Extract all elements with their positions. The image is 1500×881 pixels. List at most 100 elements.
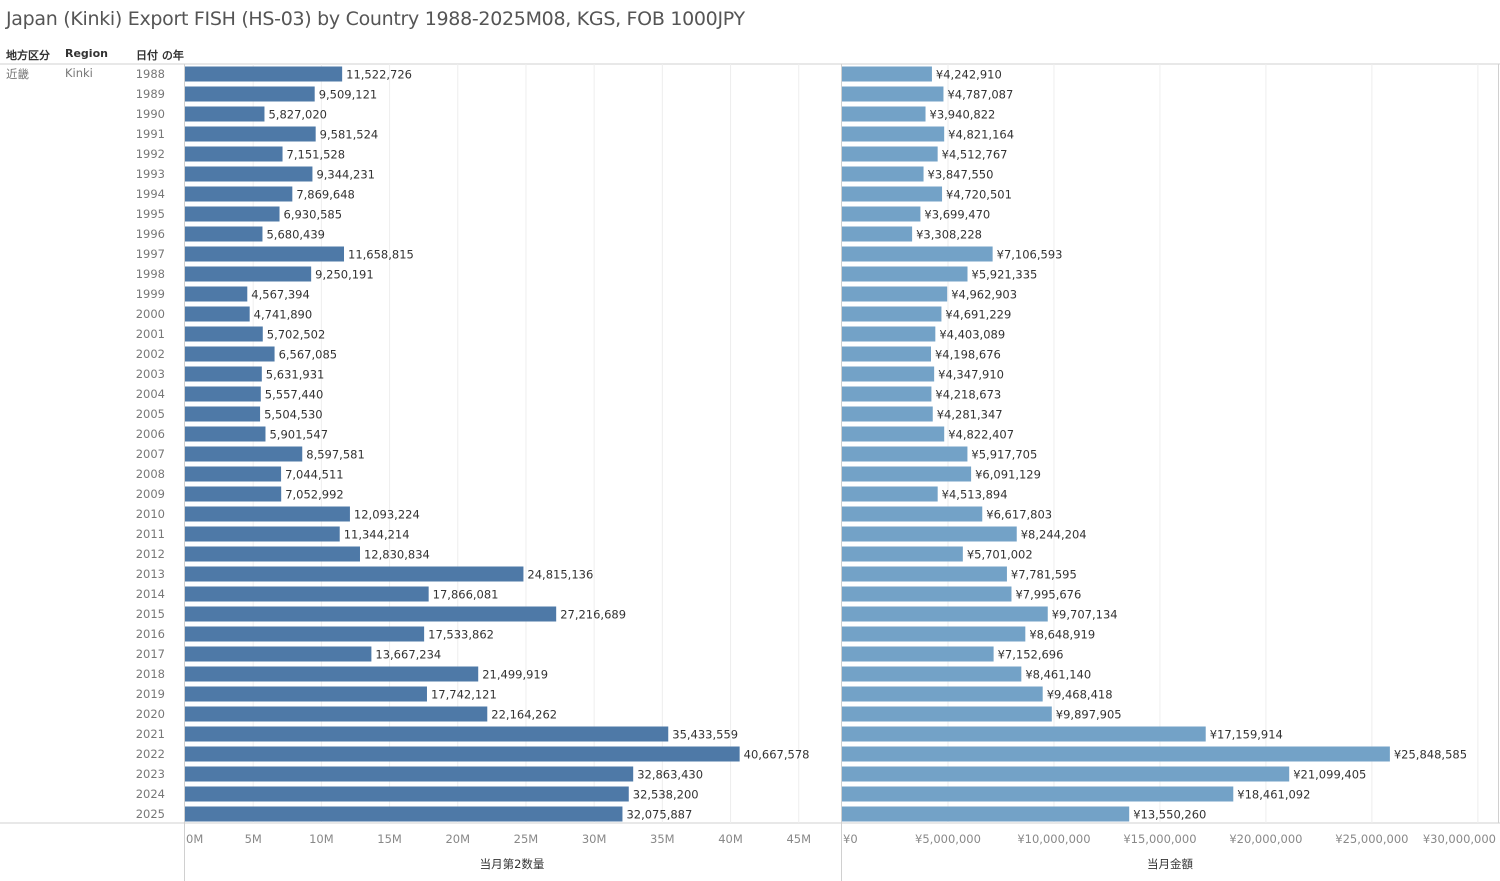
year-label: 2015: [136, 607, 165, 621]
data-label: 24,815,136: [527, 568, 593, 582]
bar-2021: [185, 726, 669, 742]
x-tick-label: 0M: [186, 832, 203, 846]
year-label: 2006: [136, 427, 165, 441]
bar-1998: [185, 266, 312, 282]
data-label: ¥9,468,418: [1047, 688, 1113, 702]
bar-1993: [842, 166, 924, 182]
year-label: 2009: [136, 487, 165, 501]
data-label: ¥8,461,140: [1025, 668, 1091, 682]
data-label: ¥7,106,593: [997, 248, 1063, 262]
bar-2022: [842, 746, 1390, 762]
data-label: 11,522,726: [346, 68, 412, 82]
x-axis-title: 当月第2数量: [480, 857, 545, 871]
data-label: ¥6,091,129: [975, 468, 1041, 482]
year-label: 1996: [136, 227, 165, 241]
data-label: ¥8,648,919: [1029, 628, 1095, 642]
bar-2021: [842, 726, 1206, 742]
year-label: 1988: [136, 67, 165, 81]
bar-2011: [185, 526, 340, 542]
x-tick-label: ¥10,000,000: [1017, 832, 1090, 846]
year-label: 2005: [136, 407, 165, 421]
bar-2006: [842, 426, 945, 442]
data-label: ¥4,512,767: [942, 148, 1008, 162]
bar-2006: [185, 426, 266, 442]
bar-2002: [185, 346, 275, 362]
data-label: ¥4,198,676: [935, 348, 1001, 362]
data-label: 7,052,992: [285, 488, 344, 502]
data-label: ¥9,897,905: [1056, 708, 1122, 722]
bar-1994: [842, 186, 943, 202]
bar-2000: [185, 306, 250, 322]
bar-2013: [842, 566, 1007, 582]
bar-2025: [185, 806, 623, 822]
data-label: ¥8,244,204: [1021, 528, 1087, 542]
year-label: 1994: [136, 187, 165, 201]
data-label: ¥4,962,903: [951, 288, 1017, 302]
data-label: 13,667,234: [375, 648, 441, 662]
data-label: ¥5,921,335: [972, 268, 1038, 282]
x-tick-label: ¥5,000,000: [915, 832, 981, 846]
data-label: 9,250,191: [315, 268, 374, 282]
year-label: 2014: [136, 587, 165, 601]
data-label: 5,901,547: [269, 428, 328, 442]
data-label: ¥7,781,595: [1011, 568, 1077, 582]
bar-2004: [185, 386, 261, 402]
data-label: 22,164,262: [491, 708, 557, 722]
data-label: ¥21,099,405: [1293, 768, 1366, 782]
year-label: 2016: [136, 627, 165, 641]
bar-1998: [842, 266, 968, 282]
year-label: 1999: [136, 287, 165, 301]
bar-1988: [842, 66, 932, 82]
header-year: 日付 の年: [136, 49, 184, 62]
x-tick-label: ¥20,000,000: [1229, 832, 1302, 846]
bar-2011: [842, 526, 1017, 542]
data-label: 6,930,585: [284, 208, 343, 222]
x-tick-label: ¥25,000,000: [1335, 832, 1408, 846]
data-label: ¥4,347,910: [938, 368, 1004, 382]
data-label: 27,216,689: [560, 608, 626, 622]
bar-1996: [842, 226, 913, 242]
data-label: 32,863,430: [637, 768, 703, 782]
bar-2022: [185, 746, 740, 762]
year-label: 1995: [136, 207, 165, 221]
year-label: 1997: [136, 247, 165, 261]
data-label: 35,433,559: [672, 728, 738, 742]
x-tick-label: 30M: [582, 832, 607, 846]
bar-1991: [185, 126, 316, 142]
bar-1996: [185, 226, 263, 242]
bar-2014: [842, 586, 1012, 602]
x-tick-label: ¥0: [843, 832, 858, 846]
bar-1990: [842, 106, 926, 122]
data-label: 4,567,394: [251, 288, 310, 302]
bar-2016: [185, 626, 425, 642]
x-tick-label: 25M: [514, 832, 539, 846]
data-label: ¥4,787,087: [947, 88, 1013, 102]
bar-1995: [185, 206, 280, 222]
year-label: 2018: [136, 667, 165, 681]
year-label: 2004: [136, 387, 165, 401]
data-label: 17,742,121: [431, 688, 497, 702]
data-label: ¥3,940,822: [930, 108, 996, 122]
data-label: 5,702,502: [267, 328, 326, 342]
bar-2000: [842, 306, 942, 322]
data-label: ¥4,218,673: [935, 388, 1001, 402]
bar-2017: [842, 646, 994, 662]
bar-2015: [185, 606, 557, 622]
year-label: 2010: [136, 507, 165, 521]
bar-2004: [842, 386, 932, 402]
year-label: 2023: [136, 767, 165, 781]
x-tick-label: 40M: [718, 832, 743, 846]
data-label: ¥17,159,914: [1210, 728, 1283, 742]
year-label: 2017: [136, 647, 165, 661]
data-label: ¥13,550,260: [1133, 808, 1206, 822]
bar-2017: [185, 646, 372, 662]
bar-1997: [185, 246, 345, 262]
bar-1992: [185, 146, 283, 162]
data-label: 5,557,440: [265, 388, 324, 402]
data-label: ¥4,281,347: [937, 408, 1003, 422]
bar-2018: [185, 666, 479, 682]
year-label: 2011: [136, 527, 165, 541]
data-label: 9,581,524: [320, 128, 379, 142]
year-label: 2024: [136, 787, 165, 801]
